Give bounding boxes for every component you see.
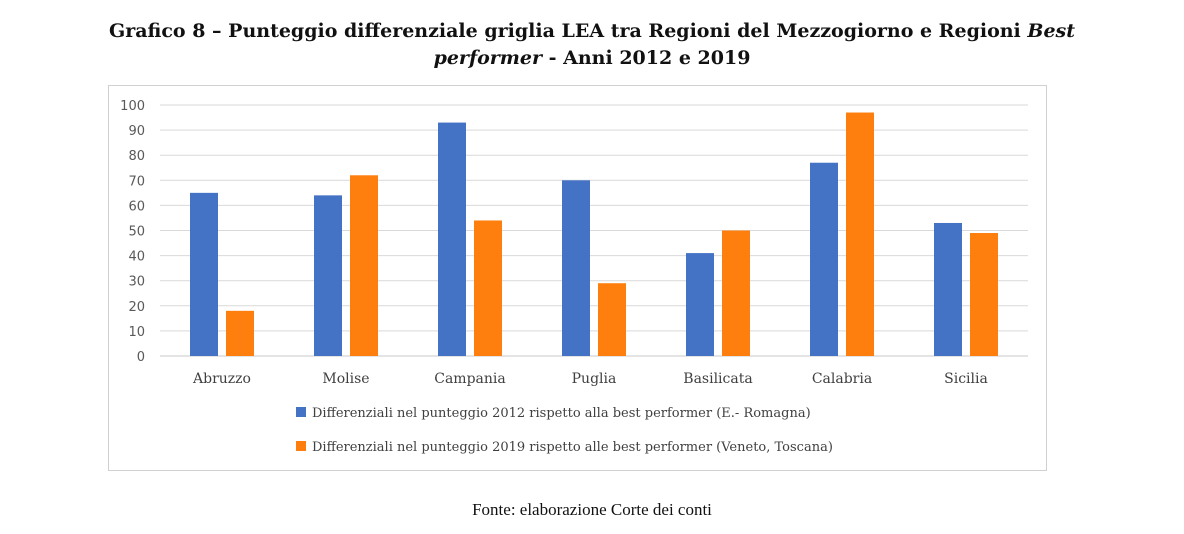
bar-2012-molise xyxy=(314,195,342,356)
legend-swatch-2019 xyxy=(296,441,306,451)
bar-2012-campania xyxy=(438,122,466,356)
chart-frame xyxy=(108,85,1047,471)
y-tick-label: 0 xyxy=(137,350,145,365)
x-tick-label: Campania xyxy=(434,371,505,387)
chart-title-years: - Anni 2012 e 2019 xyxy=(542,47,751,69)
bar-2012-abruzzo xyxy=(190,192,218,356)
x-tick-label: Abruzzo xyxy=(192,371,251,387)
y-tick-label: 60 xyxy=(128,199,145,214)
bar-2019-abruzzo xyxy=(226,310,254,356)
bar-2012-calabria xyxy=(810,162,838,356)
y-tick-label: 80 xyxy=(128,149,145,164)
y-tick-label: 90 xyxy=(128,124,145,139)
bar-2019-puglia xyxy=(598,283,626,356)
y-tick-label: 50 xyxy=(128,225,145,240)
chart-title: Grafico 8 – Punteggio differenziale grig… xyxy=(0,18,1184,72)
chart-title-italic-best: Best xyxy=(1027,20,1076,42)
bar-2019-molise xyxy=(350,175,378,356)
bar-2012-basilicata xyxy=(686,253,714,356)
bar-2019-basilicata xyxy=(722,230,750,356)
y-tick-label: 70 xyxy=(128,174,145,189)
y-tick-label: 20 xyxy=(128,300,145,315)
bar-2019-sicilia xyxy=(970,233,998,356)
chart-title-text: Grafico 8 – Punteggio differenziale grig… xyxy=(108,20,1028,42)
bar-2012-puglia xyxy=(562,180,590,356)
bar-2012-sicilia xyxy=(934,222,962,356)
source-note: Fonte: elaborazione Corte dei conti xyxy=(472,500,712,519)
bar-2019-campania xyxy=(474,220,502,356)
y-tick-label: 100 xyxy=(120,99,145,114)
chart-title-italic-performer: performer xyxy=(433,47,543,69)
bar-2019-calabria xyxy=(846,112,874,356)
x-tick-label: Sicilia xyxy=(944,371,988,387)
x-tick-label: Puglia xyxy=(572,371,617,387)
x-tick-label: Molise xyxy=(322,371,369,387)
x-tick-label: Calabria xyxy=(812,371,872,387)
legend-swatch-2012 xyxy=(296,407,306,417)
y-tick-label: 30 xyxy=(128,275,145,290)
legend-label-2012: Differenziali nel punteggio 2012 rispett… xyxy=(312,406,811,421)
y-tick-label: 40 xyxy=(128,250,145,265)
y-tick-label: 10 xyxy=(128,325,145,340)
x-tick-label: Basilicata xyxy=(683,371,752,387)
legend-label-2019: Differenziali nel punteggio 2019 rispett… xyxy=(312,440,833,455)
